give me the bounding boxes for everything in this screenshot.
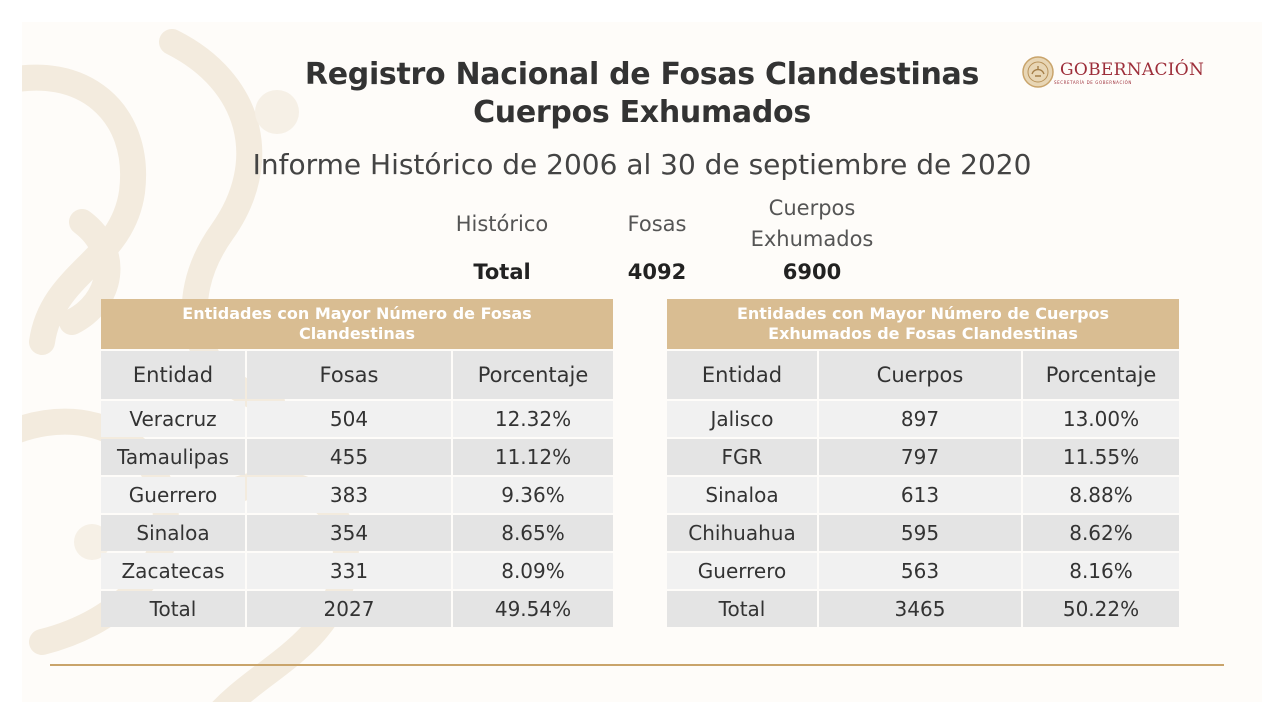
cell-entidad: Tamaulipas: [101, 439, 245, 475]
cell-porcentaje: 9.36%: [453, 477, 613, 513]
cell-entidad: FGR: [667, 439, 817, 475]
cell-porcentaje: 11.55%: [1023, 439, 1179, 475]
summary-historico-label: Histórico: [455, 212, 549, 236]
cell-porcentaje: 8.65%: [453, 515, 613, 551]
table-row: Sinaloa 613 8.88%: [667, 477, 1179, 513]
column-header-entidad: Entidad: [667, 351, 817, 399]
cell-entidad: Chihuahua: [667, 515, 817, 551]
cell-cuerpos: 595: [819, 515, 1021, 551]
logo-text: GOBERNACIÓN: [1060, 59, 1205, 80]
table-row: Zacatecas 331 8.09%: [101, 553, 613, 589]
eagle-seal-icon: [1022, 56, 1054, 88]
cell-cuerpos: 797: [819, 439, 1021, 475]
page-subtitle: Informe Histórico de 2006 al 30 de septi…: [252, 148, 1032, 181]
summary-cuerpos-label-1: Cuerpos: [768, 196, 856, 220]
table-total-row: Total 3465 50.22%: [667, 591, 1179, 627]
page-title: Registro Nacional de Fosas Clandestinas …: [252, 56, 1032, 132]
table-row: Chihuahua 595 8.62%: [667, 515, 1179, 551]
table-cuerpos-heading: Entidades con Mayor Número de Cuerpos Ex…: [667, 299, 1179, 349]
summary-fosas-label: Fosas: [627, 212, 687, 236]
table-row: Sinaloa 354 8.65%: [101, 515, 613, 551]
column-header-fosas: Fosas: [247, 351, 451, 399]
cell-porcentaje: 8.88%: [1023, 477, 1179, 513]
cell-entidad: Zacatecas: [101, 553, 245, 589]
gobernacion-logo: GOBERNACIÓN SECRETARÍA DE GOBERNACIÓN: [1022, 56, 1204, 88]
column-header-porcentaje: Porcentaje: [453, 351, 613, 399]
column-header-porcentaje: Porcentaje: [1023, 351, 1179, 399]
cell-fosas: 504: [247, 401, 451, 437]
cell-porcentaje: 12.32%: [453, 401, 613, 437]
cell-cuerpos: 897: [819, 401, 1021, 437]
table-row: Jalisco 897 13.00%: [667, 401, 1179, 437]
table-fosas: Entidades con Mayor Número de Fosas Clan…: [101, 299, 613, 627]
summary-fosas-total: 4092: [627, 260, 687, 284]
cell-porcentaje: 8.16%: [1023, 553, 1179, 589]
cell-entidad: Jalisco: [667, 401, 817, 437]
column-header-entidad: Entidad: [101, 351, 245, 399]
cell-porcentaje: 11.12%: [453, 439, 613, 475]
divider-line: [50, 664, 1224, 666]
cell-fosas: 354: [247, 515, 451, 551]
cell-fosas: 2027: [247, 591, 451, 627]
table-fosas-header-row: Entidad Fosas Porcentaje: [101, 351, 613, 399]
table-row: Veracruz 504 12.32%: [101, 401, 613, 437]
cell-fosas: 455: [247, 439, 451, 475]
cell-cuerpos: 613: [819, 477, 1021, 513]
column-header-cuerpos: Cuerpos: [819, 351, 1021, 399]
summary-cuerpos-label-2: Exhumados: [750, 227, 874, 251]
cell-entidad: Sinaloa: [667, 477, 817, 513]
table-total-row: Total 2027 49.54%: [101, 591, 613, 627]
table-row: FGR 797 11.55%: [667, 439, 1179, 475]
table-row: Guerrero 383 9.36%: [101, 477, 613, 513]
cell-entidad: Veracruz: [101, 401, 245, 437]
cell-entidad: Total: [101, 591, 245, 627]
cell-cuerpos: 3465: [819, 591, 1021, 627]
table-row: Guerrero 563 8.16%: [667, 553, 1179, 589]
summary-cuerpos-total: 6900: [782, 260, 842, 284]
cell-entidad: Sinaloa: [101, 515, 245, 551]
cell-porcentaje: 8.62%: [1023, 515, 1179, 551]
table-cuerpos-header-row: Entidad Cuerpos Porcentaje: [667, 351, 1179, 399]
table-row: Tamaulipas 455 11.12%: [101, 439, 613, 475]
table-cuerpos: Entidades con Mayor Número de Cuerpos Ex…: [667, 299, 1179, 627]
cell-cuerpos: 563: [819, 553, 1021, 589]
cell-fosas: 331: [247, 553, 451, 589]
cell-porcentaje: 49.54%: [453, 591, 613, 627]
cell-entidad: Total: [667, 591, 817, 627]
title-line-1: Registro Nacional de Fosas Clandestinas: [304, 57, 980, 92]
cell-entidad: Guerrero: [101, 477, 245, 513]
logo-subtext: SECRETARÍA DE GOBERNACIÓN: [1054, 79, 1132, 85]
cell-porcentaje: 13.00%: [1023, 401, 1179, 437]
title-line-2: Cuerpos Exhumados: [473, 95, 811, 130]
cell-porcentaje: 8.09%: [453, 553, 613, 589]
cell-porcentaje: 50.22%: [1023, 591, 1179, 627]
slide: Registro Nacional de Fosas Clandestinas …: [22, 22, 1262, 702]
cell-entidad: Guerrero: [667, 553, 817, 589]
cell-fosas: 383: [247, 477, 451, 513]
table-fosas-heading: Entidades con Mayor Número de Fosas Clan…: [101, 299, 613, 349]
summary-total-label: Total: [473, 260, 531, 284]
